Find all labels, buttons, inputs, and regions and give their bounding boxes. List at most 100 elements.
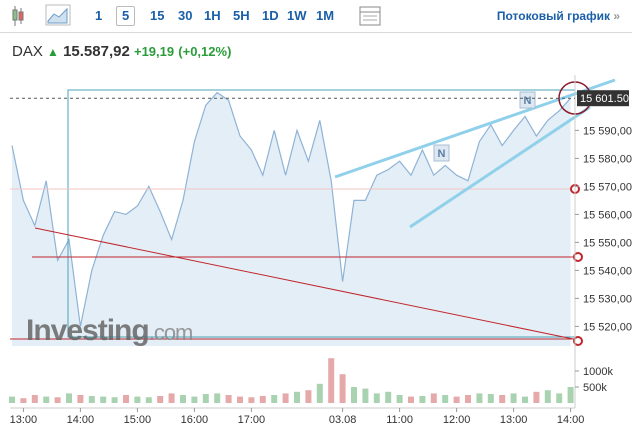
volume-bar <box>419 395 426 403</box>
channel-line <box>409 105 591 229</box>
volume-bar <box>168 393 175 403</box>
interval-button[interactable]: 1H <box>204 8 221 23</box>
handle[interactable] <box>573 336 583 346</box>
toolbar: 1 5 15 30 1H 5H 1D 1W 1M Потоковый график » <box>0 0 632 33</box>
change: +19,19 <box>133 44 175 59</box>
volume-bar <box>408 396 414 403</box>
up-arrow: ▲ <box>47 45 59 59</box>
stream-arrow[interactable]: » <box>613 9 620 23</box>
volume-bar <box>248 397 255 403</box>
volume-bar <box>567 387 574 403</box>
x-tick-label: 12:00 <box>443 414 471 426</box>
news-marker[interactable] <box>519 91 536 109</box>
volume-bar <box>54 397 61 403</box>
channel-line <box>334 78 616 179</box>
candle-icon[interactable] <box>12 6 24 26</box>
volume-bar <box>31 395 38 403</box>
volume-bar <box>465 395 471 403</box>
x-tick-label: 03.08 <box>329 414 357 426</box>
volume-bar <box>225 395 232 403</box>
y-tick-label: 15 520,00 <box>583 321 632 333</box>
volume-bar <box>533 391 540 403</box>
volume-bar <box>453 396 460 403</box>
area-icon[interactable] <box>45 4 71 26</box>
volume-bar <box>385 391 392 403</box>
handle[interactable] <box>570 184 580 194</box>
volume-bar <box>100 396 107 403</box>
volume-bar <box>373 393 380 403</box>
trend-line <box>34 227 579 341</box>
volume-bar <box>20 398 27 403</box>
interval-button[interactable]: 1D <box>262 8 279 23</box>
x-tick-label: 17:00 <box>238 414 266 426</box>
volume-bar <box>510 393 517 403</box>
volume-bar <box>123 395 129 403</box>
volume-bar <box>282 393 289 403</box>
volume-bar <box>362 388 369 403</box>
volume-bar <box>556 393 563 403</box>
watermark: Investing.com <box>26 314 192 347</box>
interval-button[interactable]: 30 <box>178 8 193 23</box>
volume-bar <box>430 393 437 403</box>
news-marker-label[interactable]: N <box>438 148 446 160</box>
box-drawing <box>67 89 576 338</box>
volume-bar <box>134 396 141 403</box>
x-tick-label: 16:00 <box>181 414 209 426</box>
selection-circle <box>558 81 592 115</box>
volume-bar <box>88 395 95 403</box>
volume-bar <box>66 393 72 403</box>
volume-bar <box>145 397 152 403</box>
volume-bar <box>294 391 300 403</box>
interval-button[interactable]: 1M <box>316 8 335 23</box>
x-tick-label: 14:00 <box>67 414 95 426</box>
interval-button[interactable]: 15 <box>150 8 165 23</box>
interval-button[interactable]: 5H <box>233 8 250 23</box>
y-tick-label: 15 590,00 <box>583 125 632 137</box>
last-price-label: 15 601.50 <box>580 93 629 105</box>
volume-bar <box>476 393 483 403</box>
stream-link[interactable]: Потоковый график » <box>497 9 620 23</box>
volume-bar <box>522 396 528 403</box>
y-tick-label: 15 530,00 <box>583 293 632 305</box>
volume-bar <box>544 390 551 403</box>
volume-bar <box>442 395 449 403</box>
volume-bar <box>180 395 186 403</box>
symbol: DAX <box>12 43 43 60</box>
interval-button[interactable]: 1 <box>95 8 103 23</box>
volume-bar <box>339 374 346 403</box>
volume-bar <box>43 396 50 403</box>
volume-bar <box>214 393 221 403</box>
last-price-tag <box>577 90 629 107</box>
volume-bar <box>9 396 15 403</box>
volume-bar <box>328 358 335 403</box>
y-tick-label: 15 550,00 <box>583 237 632 249</box>
x-tick-label: 11:00 <box>386 414 413 426</box>
news-marker[interactable] <box>433 144 450 162</box>
volume-bar <box>237 396 243 403</box>
y-tick-label: 15 580,00 <box>583 153 632 165</box>
stream-text[interactable]: Потоковый график <box>496 9 610 23</box>
x-tick-label: 15:00 <box>124 414 152 426</box>
volume-bar <box>305 390 312 403</box>
x-tick-label: 13:00 <box>10 414 38 426</box>
y2-tick-label: 500k <box>583 382 607 394</box>
y2-tick-label: 1000k <box>583 366 613 378</box>
handle[interactable] <box>573 252 583 262</box>
table-icon[interactable] <box>358 4 382 28</box>
volume-bar <box>259 395 266 403</box>
volume-bar <box>111 397 118 403</box>
x-tick-label: 14:00 <box>557 414 585 426</box>
volume-bar <box>499 395 506 403</box>
volume-bar <box>157 395 164 403</box>
news-marker-label[interactable]: N <box>524 95 532 107</box>
drawings: N N <box>10 78 616 346</box>
quote: DAX ▲ 15.587,92 +19,19 (+0,12%) <box>12 43 231 60</box>
volume-bar <box>351 387 357 403</box>
volume-bar <box>487 394 494 403</box>
interval-button[interactable]: 5 <box>116 6 136 26</box>
interval-button[interactable]: 1W <box>287 8 307 23</box>
price-area <box>12 92 571 346</box>
volume-bar <box>396 395 403 403</box>
